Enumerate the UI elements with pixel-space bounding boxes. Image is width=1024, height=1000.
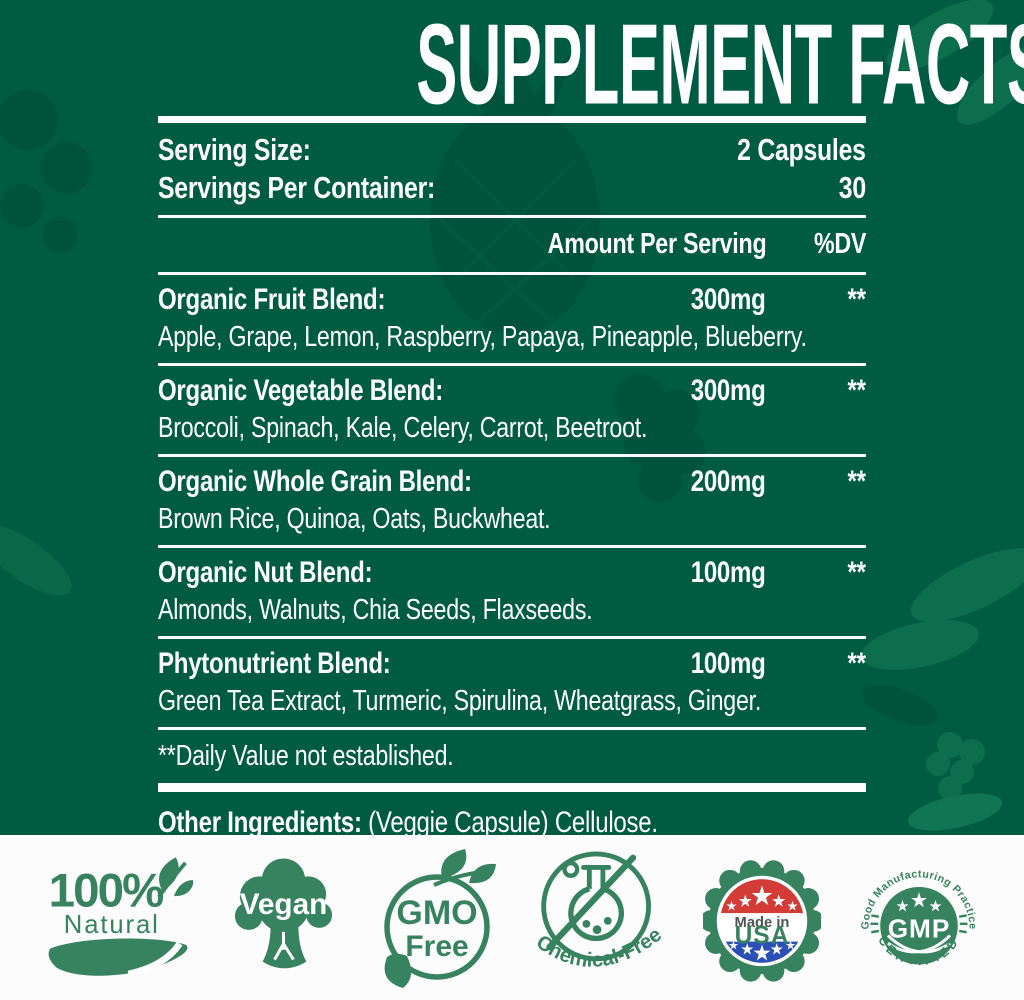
blend-dv: **	[847, 465, 866, 498]
blend-amount: 100mg	[691, 647, 766, 680]
label-panel: SUPPLEMENT FACTS Serving Size: 2 Capsule…	[0, 0, 1024, 835]
leaf-icon	[156, 856, 193, 898]
page-title: SUPPLEMENT FACTS	[158, 7, 1024, 121]
blend-amount: 100mg	[691, 556, 766, 589]
serving-size-row: Serving Size: 2 Capsules	[158, 131, 866, 169]
servings-per-container-label: Servings Per Container:	[158, 170, 436, 205]
blend-ingredients: Almonds, Walnuts, Chia Seeds, Flaxseeds.	[158, 594, 593, 626]
blend-name: Organic Nut Blend:	[158, 556, 373, 589]
blend-amount: 300mg	[691, 283, 766, 316]
table-row: Organic Nut Blend: 100mg ** Almonds, Wal…	[158, 548, 866, 639]
blend-name: Organic Vegetable Blend:	[158, 374, 443, 407]
chemical-free-badge: Chemical-Free	[532, 850, 666, 971]
gmp-center-text: GMP	[888, 913, 951, 943]
other-ingredients-label: Other Ingredients:	[158, 806, 362, 835]
big-leaf-icon	[48, 938, 187, 977]
serving-size-label: Serving Size:	[158, 132, 311, 167]
blend-ingredients: Broccoli, Spinach, Kale, Celery, Carrot,…	[158, 412, 648, 444]
table-row: Phytonutrient Blend: 100mg ** Green Tea …	[158, 639, 866, 730]
blend-dv: **	[847, 556, 866, 589]
serving-size-value: 2 Capsules	[737, 132, 866, 167]
usa-text: USA	[734, 922, 789, 949]
chemical-circle	[541, 850, 652, 961]
blend-ingredients: Brown Rice, Quinoa, Oats, Buckwheat.	[158, 503, 551, 535]
divider	[158, 215, 866, 218]
vegan-word-text: Vegan	[240, 888, 328, 921]
blend-name: Phytonutrient Blend:	[158, 647, 391, 680]
certification-strip: 100% Natural Vegan	[0, 835, 1024, 1000]
leaf-icon	[384, 848, 496, 988]
other-ingredients-value: (Veggie Capsule) Cellulose.	[368, 806, 658, 835]
table-row: Organic Vegetable Blend: 300mg ** Brocco…	[158, 366, 866, 457]
blend-dv: **	[847, 374, 866, 407]
table-row: Organic Whole Grain Blend: 200mg ** Brow…	[158, 457, 866, 548]
prohibition-slash-icon	[546, 854, 637, 950]
blend-name: Organic Fruit Blend:	[158, 283, 386, 316]
table-row: Organic Fruit Blend: 300mg ** Apple, Gra…	[158, 275, 866, 366]
vegan-badge: Vegan	[235, 858, 333, 968]
amount-per-serving-header: Amount Per Serving	[547, 228, 766, 260]
gmo-line2-text: Free	[405, 930, 468, 963]
blend-dv: **	[847, 647, 866, 680]
gmo-free-badge: GMO Free	[383, 848, 496, 988]
daily-value-footnote: **Daily Value not established.	[158, 740, 454, 772]
blend-dv: **	[847, 283, 866, 316]
natural-percent-text: 100%	[48, 864, 163, 917]
divider-thick-top	[158, 116, 866, 123]
page-title-text: SUPPLEMENT FACTS	[416, 0, 1024, 129]
divider	[158, 272, 866, 275]
dv-header: %DV	[813, 228, 866, 260]
laurel-swoosh-icon	[887, 933, 952, 953]
servings-per-container-value: 30	[838, 170, 866, 205]
blend-name: Organic Whole Grain Blend:	[158, 465, 472, 498]
blend-amount: 200mg	[691, 465, 766, 498]
natural-word-text: Natural	[63, 911, 159, 939]
serving-info: Serving Size: 2 Capsules Servings Per Co…	[158, 123, 866, 215]
divider-thick-bottom	[158, 783, 866, 792]
tick-marks-icon	[870, 913, 968, 933]
blend-amount: 300mg	[691, 374, 766, 407]
gmo-line1-text: GMO	[396, 894, 477, 932]
gmp-certified-badge: Good Manufacturing Practice GMP CERTIFIE…	[860, 868, 979, 968]
column-header-row: Amount Per Serving %DV	[158, 218, 866, 272]
made-in-usa-badge: Made in USA	[702, 859, 821, 982]
broccoli-icon	[235, 858, 333, 968]
servings-per-container-row: Servings Per Container: 30	[158, 169, 866, 207]
made-in-text: Made in	[734, 914, 789, 930]
broccoli-stem-veins	[273, 931, 295, 960]
blend-ingredients: Green Tea Extract, Turmeric, Spirulina, …	[158, 685, 762, 717]
other-ingredients: Other Ingredients: (Veggie Capsule) Cell…	[158, 792, 866, 835]
blend-ingredients: Apple, Grape, Lemon, Raspberry, Papaya, …	[158, 321, 807, 353]
natural-badge: 100% Natural	[48, 856, 193, 977]
gmo-circle	[383, 873, 490, 980]
